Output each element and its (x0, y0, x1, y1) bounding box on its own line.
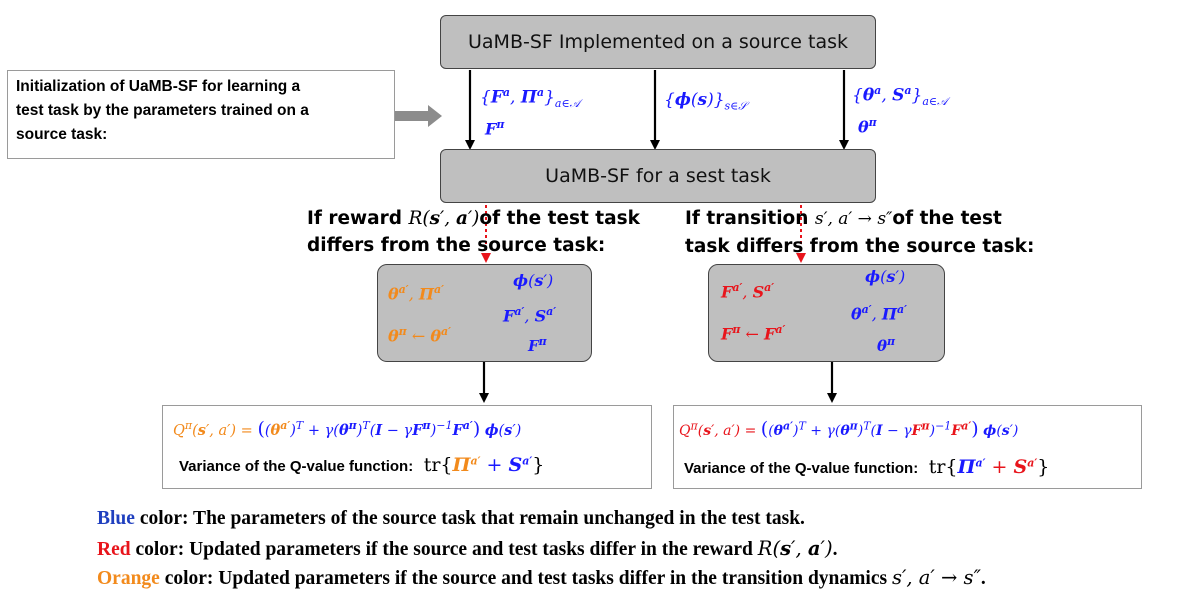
legend-blue: Blue color: The parameters of the source… (97, 508, 805, 530)
legend-orange-word: Orange (97, 568, 160, 589)
q-value-formula-left-box: Qπ(s′, a′) = ((θa′)T + γ(θπ)T(I − γFπ)−1… (162, 405, 652, 489)
variance-row-left: Variance of the Q-value function: tr{Πa′… (179, 454, 545, 476)
transition-box-theta-pi: θπ (877, 335, 896, 355)
init-note-line1: Initialization of UaMB-SF for learning a (16, 78, 301, 95)
label-theta-S: {θa, Sa}a∈𝒜 (852, 84, 948, 109)
label-F-pi: Fπ (485, 118, 505, 139)
q-value-formula-right: Qπ(s′, a′) = ((θa′)T + γ(θπ)T(I − γFπ)−1… (679, 418, 1019, 440)
transition-box-F-update: Fπ ← Fa′ (721, 323, 786, 344)
source-task-box: UaMB-SF Implemented on a source task (440, 15, 876, 69)
variance-label-left: Variance of the Q-value function: (179, 458, 414, 475)
label-F-Pi: {Fa, Πa}a∈𝒜 (480, 86, 580, 111)
init-note-line2: test task by the parameters trained on a (16, 102, 309, 119)
reward-condition-pre: If reward (307, 208, 402, 229)
label-theta-pi: θπ (858, 116, 877, 137)
transition-box-phi: ϕ(s′) (865, 267, 906, 286)
transition-update-box: Fa′, Sa′ Fπ ← Fa′ ϕ(s′) θa′, Πa′ θπ (708, 264, 945, 362)
reward-condition: If reward R(s′, a′)of the test task diff… (307, 205, 647, 259)
reward-condition-line2: differs from the source task: (307, 235, 606, 256)
legend-red: Red color: Updated parameters if the sou… (97, 537, 838, 560)
reward-box-F-S: Fa′, Sa′ (503, 305, 557, 326)
transition-condition-pre: If transition (685, 208, 809, 229)
legend-orange: Orange color: Updated parameters if the … (97, 566, 986, 589)
gray-block-arrow (395, 105, 442, 127)
transition-box-theta-Pi: θa′, Πa′ (851, 303, 908, 324)
reward-box-phi: ϕ(s′) (513, 271, 554, 290)
init-note-line3: source task: (16, 126, 108, 143)
transition-condition-line2: task differs from the source task: (685, 236, 1035, 257)
reward-condition-post: of the test task (479, 208, 640, 229)
test-task-box-label: UaMB-SF for a sest task (545, 165, 771, 187)
variance-label-right: Variance of the Q-value function: (684, 460, 919, 477)
transition-condition-post: of the test (892, 208, 1002, 229)
legend-blue-text: color: The parameters of the source task… (134, 508, 805, 529)
legend-orange-text: color: Updated parameters if the source … (159, 568, 892, 589)
legend-blue-word: Blue (97, 508, 135, 529)
source-task-box-label: UaMB-SF Implemented on a source task (468, 31, 848, 53)
transition-condition: If transition s′, a′ → s″of the test tas… (685, 205, 1045, 260)
legend-red-word: Red (97, 539, 131, 560)
legend-red-text: color: Updated parameters if the source … (130, 539, 758, 560)
transition-box-F-S: Fa′, Sa′ (721, 281, 775, 302)
test-task-box: UaMB-SF for a sest task (440, 149, 876, 203)
variance-row-right: Variance of the Q-value function: tr{Πa′… (684, 456, 1050, 478)
initialization-note: Initialization of UaMB-SF for learning a… (7, 70, 395, 159)
reward-update-box: θa′, Πa′ θπ ← θa′ ϕ(s′) Fa′, Sa′ Fπ (377, 264, 592, 362)
q-value-formula-right-box: Qπ(s′, a′) = ((θa′)T + γ(θπ)T(I − γFπ)−1… (673, 405, 1142, 489)
reward-box-theta-update: θπ ← θa′ (388, 325, 452, 346)
reward-box-F-pi: Fπ (528, 335, 547, 355)
reward-box-theta-Pi: θa′, Πa′ (388, 283, 445, 304)
q-value-formula-left: Qπ(s′, a′) = ((θa′)T + γ(θπ)T(I − γFπ)−1… (173, 418, 522, 440)
label-phi-s: {ϕ(s)}s∈𝒮 (664, 90, 747, 113)
